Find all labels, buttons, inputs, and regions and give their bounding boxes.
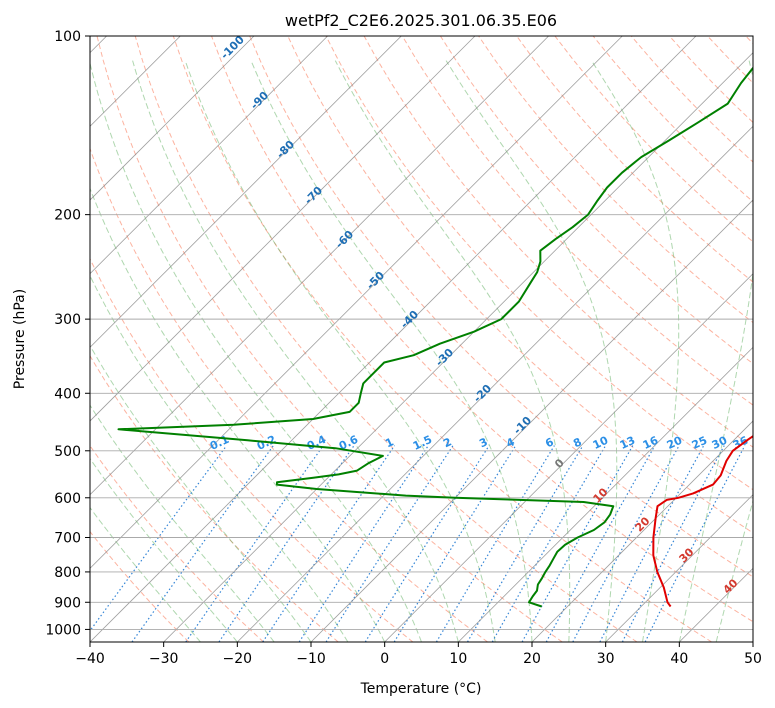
isotherm-line <box>90 36 402 348</box>
grid-lines <box>90 36 753 642</box>
dry-adiabat-line <box>439 36 753 365</box>
isotherm-line <box>90 36 328 275</box>
mixing-ratio-line <box>621 445 725 642</box>
isotherm-line <box>90 36 623 569</box>
dewpoint-profile-line <box>117 66 753 608</box>
moist-adiabat-line <box>90 457 238 642</box>
moist-adiabat-line <box>591 60 680 642</box>
dry-adiabat-line <box>90 444 264 642</box>
y-tick-label: 100 <box>54 29 81 45</box>
mixing-ratio-line <box>298 445 429 642</box>
moist-adiabat-line <box>250 60 533 642</box>
mixing-ratio-label: 36 <box>731 434 751 452</box>
x-tick-label: 20 <box>523 651 541 667</box>
mixing-ratio-line <box>131 445 274 642</box>
dry-adiabat-line <box>172 36 712 642</box>
y-tick-label: 200 <box>54 208 81 224</box>
x-tick-label: −40 <box>75 651 105 667</box>
y-tick-label: 1000 <box>45 622 81 638</box>
chart-title: wetPf2_C2E6.2025.301.06.35.E06 <box>285 11 557 31</box>
mixing-ratio-label: 30 <box>710 434 730 452</box>
plot-frame <box>89 35 754 643</box>
dry-adiabat-line <box>249 36 753 578</box>
temperature-profile-line <box>652 434 753 608</box>
dry-adiabat-line <box>516 36 753 283</box>
mixing-ratio-line <box>364 445 490 642</box>
isotherm-line <box>237 125 753 642</box>
x-tick-label: 10 <box>449 651 467 667</box>
mixing-ratio-label: 20 <box>665 434 685 452</box>
x-tick-label: −10 <box>296 651 326 667</box>
moist-adiabat-line <box>132 60 459 642</box>
mixing-ratio-line <box>325 445 454 642</box>
dry-adiabat-line <box>96 36 563 642</box>
mixing-ratio-label: 13 <box>618 434 637 452</box>
mixing-ratio-line <box>262 445 396 642</box>
x-tick-label: −30 <box>149 651 179 667</box>
x-tick-label: −20 <box>223 651 253 667</box>
dry-adiabat-line <box>211 36 753 623</box>
mixing-ratio-line <box>90 445 228 632</box>
mixing-ratio-label: 25 <box>690 434 709 452</box>
isotherm-line <box>90 36 255 201</box>
mixing-ratio-line <box>644 445 746 642</box>
y-tick-label: 400 <box>54 386 81 402</box>
y-tick-label: 600 <box>54 491 81 507</box>
moist-adiabat-line <box>184 60 496 642</box>
moist-adiabat-line <box>90 187 386 642</box>
mixing-ratio-line <box>185 445 324 642</box>
sounding-series <box>117 66 753 608</box>
isotherm-line <box>458 346 753 642</box>
mixing-ratio-line <box>466 445 584 642</box>
dry-adiabat-line <box>90 354 339 642</box>
x-tick-label: 40 <box>670 651 688 667</box>
axes: −40 −30 −20 −10 0 10 20 30 40 50 100 200 300 400 500 60… <box>45 29 762 667</box>
y-axis-title: Pressure (hPa) <box>12 289 28 389</box>
isotherm-line <box>531 420 753 642</box>
y-tick-label: 900 <box>54 595 81 611</box>
mixing-ratio-line <box>218 445 355 642</box>
moist-adiabat-line <box>334 60 571 642</box>
isotherm-line <box>90 36 476 422</box>
y-tick-label: 300 <box>54 312 81 328</box>
x-tick-label: 30 <box>597 651 615 667</box>
isotherm-line <box>90 36 697 642</box>
y-tick-label: 500 <box>54 444 81 460</box>
mixing-ratio-label: 16 <box>641 434 661 452</box>
isotherm-line <box>605 494 753 642</box>
dry-adiabat-line <box>134 36 638 642</box>
background-lines <box>90 36 753 642</box>
x-axis-title: Temperature (°C) <box>360 681 482 697</box>
dry-adiabat-line <box>325 36 753 491</box>
isotherm-line <box>163 52 753 642</box>
moist-adiabat-line <box>90 274 349 642</box>
dry-adiabat-line <box>90 147 488 642</box>
y-tick-label: 800 <box>54 565 81 581</box>
moist-adiabat-line <box>678 60 753 642</box>
mixing-ratio-line <box>545 445 656 642</box>
isotherm-line <box>310 199 753 642</box>
moist-adiabat-line <box>445 60 618 642</box>
isotherm-line <box>384 273 753 642</box>
dry-adiabat-line <box>90 530 190 642</box>
x-tick-label: 0 <box>380 651 389 667</box>
moist-adiabat-line <box>90 61 422 642</box>
mixing-ratio-line <box>435 445 555 642</box>
dry-adiabat-line <box>401 36 753 406</box>
isotherm-line <box>90 36 549 496</box>
mixing-ratio-label: 10 <box>591 434 611 452</box>
y-tick-label: 700 <box>54 531 81 547</box>
moist-adiabat-line <box>90 506 201 642</box>
x-tick-label: 50 <box>744 651 762 667</box>
